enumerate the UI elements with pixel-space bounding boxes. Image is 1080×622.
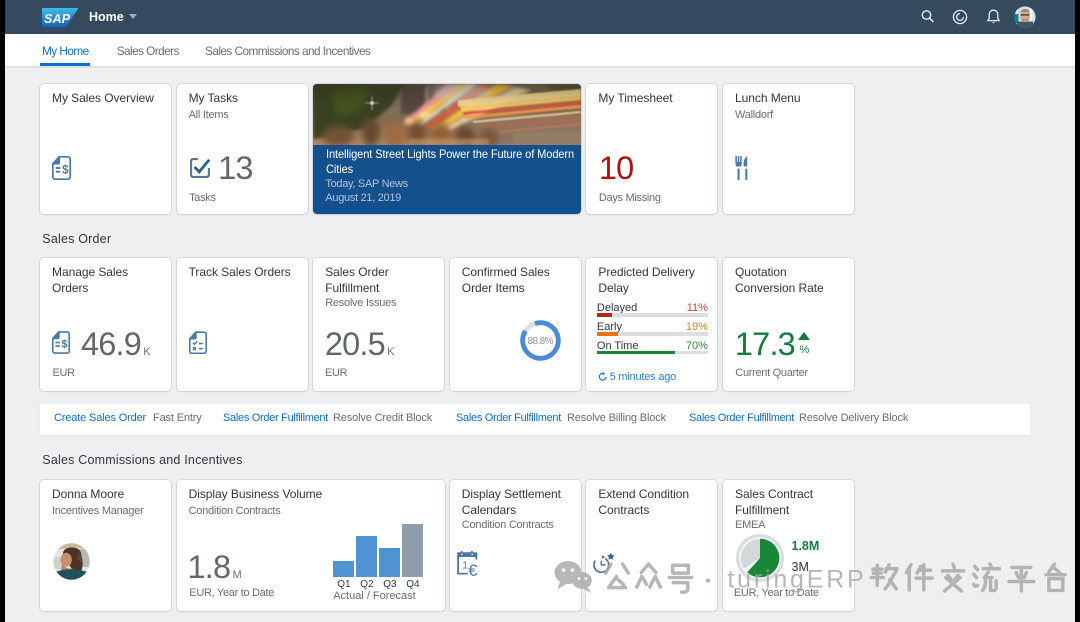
svg-text:€: €: [469, 562, 478, 576]
svg-text:1: 1: [463, 560, 469, 572]
svg-text:88.8%: 88.8%: [528, 336, 554, 347]
svg-text:$: $: [62, 339, 68, 351]
svg-text:$: $: [62, 164, 69, 176]
svg-text:SAP: SAP: [44, 11, 70, 26]
